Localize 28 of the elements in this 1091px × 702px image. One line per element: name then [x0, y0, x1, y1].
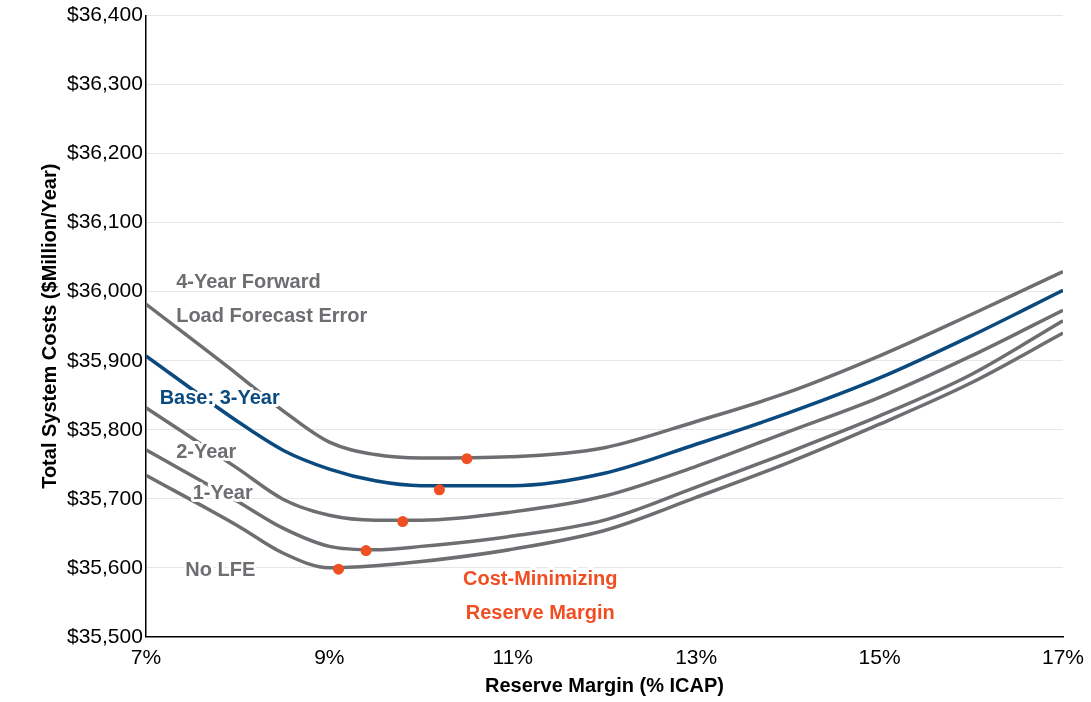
y-tick-label: $35,900 [66, 347, 143, 371]
x-tick-label: 7% [130, 645, 162, 669]
y-tick-label: $35,500 [66, 623, 143, 647]
line-series [145, 269, 1063, 460]
series-label: No LFE [185, 558, 256, 581]
point [397, 516, 409, 528]
x-tick-label: 11% [492, 645, 533, 669]
text: Cost-Minimizing Reserve Margin [463, 567, 618, 624]
x-tick-label: 15% [858, 645, 901, 669]
y-tick-label: $35,800 [66, 416, 143, 440]
line-series [145, 308, 1063, 522]
y-tick-label: $36,300 [66, 71, 143, 95]
y-tick-label: $36,200 [66, 140, 143, 164]
x-axis-title: Reserve Margin (% ICAP) [484, 673, 724, 696]
x-tick-label: 13% [675, 645, 718, 669]
y-tick-label: $36,100 [66, 209, 143, 233]
point [360, 545, 372, 557]
point [433, 484, 445, 496]
y-tick-label: $36,400 [66, 2, 143, 26]
y-tick-label: $35,600 [66, 554, 143, 578]
x-tick-label: 9% [314, 645, 345, 669]
series-label: 4-Year Forward Load Forecast Error [176, 270, 368, 327]
point [333, 563, 344, 575]
y-axis-title: Total System Costs ($Million/Year) [37, 163, 60, 489]
y-tick-label: $35,700 [66, 485, 143, 509]
point [461, 453, 473, 465]
y-tick-label: $36,000 [66, 278, 143, 302]
x-tick-label: 17% [1041, 645, 1085, 669]
